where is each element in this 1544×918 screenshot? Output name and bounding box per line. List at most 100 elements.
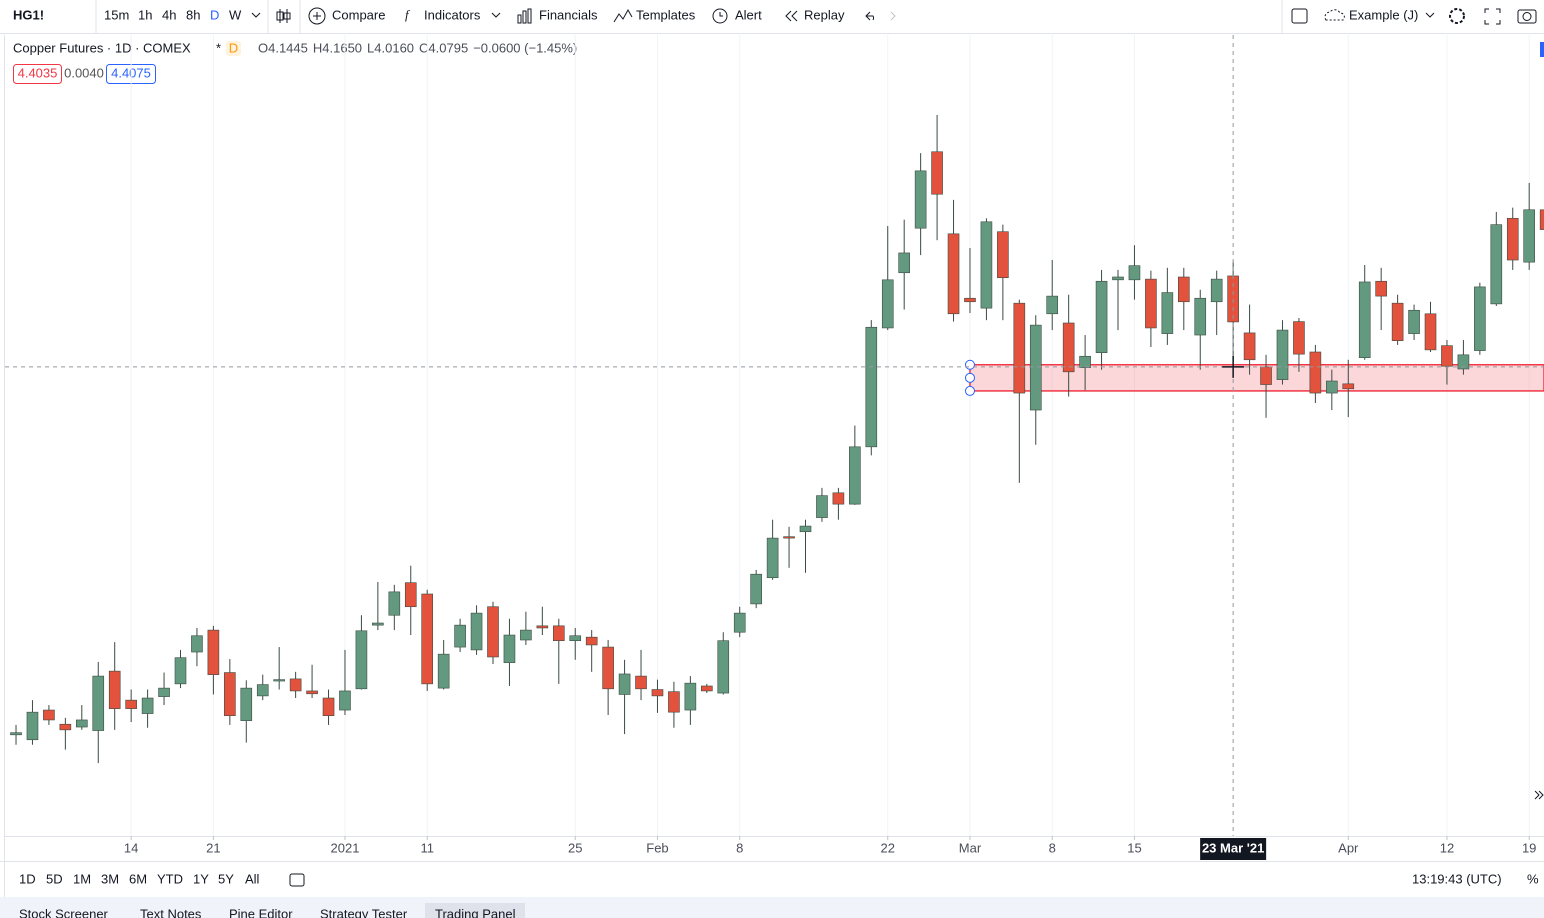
interval[interactable]: W [229, 7, 242, 22]
x-tick-label: 8 [1049, 840, 1056, 855]
candle-body [1243, 332, 1256, 361]
interval[interactable]: 8h [186, 7, 200, 22]
candle-body [783, 536, 795, 539]
candle-body [1391, 302, 1404, 341]
toolbar-button[interactable]: Financials [539, 7, 598, 22]
x-tick-label: 25 [568, 840, 582, 855]
bottom-tab[interactable]: Stock Screener [19, 906, 109, 918]
candle-body [898, 252, 910, 274]
candle-body [1161, 292, 1174, 334]
candle-body [1029, 324, 1042, 411]
toolbar-button[interactable]: Templates [636, 7, 696, 22]
alert-icon[interactable] [712, 8, 728, 24]
dropdown-icon[interactable] [1425, 12, 1435, 18]
x-tick-label: 21 [206, 840, 220, 855]
range-button[interactable]: 6M [129, 871, 147, 886]
price-zone[interactable] [969, 363, 1544, 392]
cloud-icon[interactable] [1324, 9, 1345, 21]
candle-body [1490, 224, 1503, 305]
zone-handle[interactable] [964, 359, 975, 370]
fullscreen-icon[interactable] [1484, 8, 1501, 25]
range-button[interactable]: All [245, 871, 260, 886]
candle-body [799, 525, 812, 533]
candle-body [1326, 380, 1338, 394]
toolbar-button[interactable]: Indicators [424, 7, 481, 22]
range-button[interactable]: 1Y [193, 871, 209, 886]
x-tick-label: 22 [881, 840, 895, 855]
candle-body [750, 573, 762, 605]
scroll-button[interactable] [1534, 790, 1544, 800]
candle-body [1013, 302, 1026, 394]
interval[interactable]: 1h [138, 7, 152, 22]
crosshair: 23 Mar '21 [5, 35, 1544, 860]
candle-body [849, 446, 861, 505]
ohlc-value: H4.1650 [313, 40, 362, 55]
indicators-icon[interactable]: f [405, 7, 411, 22]
toolbar-button[interactable]: Replay [804, 7, 845, 22]
candle-body [914, 170, 927, 229]
range-button[interactable]: 1D [19, 871, 36, 886]
range-button[interactable]: 3M [101, 871, 119, 886]
sell-price[interactable]: 4.4035 [18, 65, 58, 80]
badge-bg [226, 41, 241, 56]
spread: 0.0040 [64, 65, 104, 80]
candle-body [536, 625, 549, 629]
bottom-tab[interactable]: Strategy Tester [320, 906, 408, 918]
interval[interactable]: 4h [162, 7, 176, 22]
candle-body [585, 636, 598, 646]
candle-body [1062, 322, 1075, 373]
x-tick-label: Apr [1338, 840, 1359, 855]
candle-body [766, 537, 779, 579]
toolbar-button[interactable]: Alert [735, 7, 762, 22]
interval[interactable]: 15m [104, 7, 129, 22]
layout-name[interactable]: Example (J) [1349, 7, 1418, 22]
crosshair-label-bg [1200, 838, 1267, 860]
candle-body [980, 221, 993, 309]
compare-icon[interactable] [308, 7, 326, 25]
interval[interactable]: D [210, 7, 219, 22]
candle-body [470, 612, 483, 651]
checkbox-icon[interactable] [1291, 8, 1308, 24]
range-button[interactable]: YTD [157, 871, 183, 886]
settings-icon[interactable] [1449, 8, 1465, 24]
zone-handle[interactable] [964, 372, 975, 383]
templates-icon[interactable] [613, 8, 633, 23]
replay-icon[interactable] [785, 10, 798, 22]
dropdown-icon[interactable] [251, 12, 261, 18]
candle-body [421, 593, 434, 685]
scale-marker [1540, 42, 1544, 57]
candle-body [651, 689, 664, 697]
candle-body [108, 670, 121, 709]
chart-style-icon[interactable] [276, 9, 291, 23]
range-button[interactable]: 1M [73, 871, 91, 886]
bottom-tab[interactable]: Trading Panel [435, 906, 516, 918]
symbol[interactable]: HG1! [13, 7, 44, 22]
candle-body [1309, 351, 1322, 394]
candle-body [1441, 345, 1453, 367]
candle-body [339, 690, 351, 711]
undo-icon[interactable] [865, 11, 875, 21]
percent-toggle[interactable]: % [1527, 871, 1539, 886]
bottom-tab[interactable]: Text Notes [140, 906, 202, 918]
range-button[interactable]: 5Y [218, 871, 234, 886]
dropdown-icon[interactable] [491, 12, 501, 18]
candle-body [289, 678, 302, 692]
screenshot-icon[interactable] [1517, 9, 1537, 24]
candle-body [125, 699, 137, 709]
x-tick-label: 2021 [331, 840, 360, 855]
candle-body [1539, 209, 1544, 230]
toolbar-button[interactable]: Compare [332, 7, 385, 22]
range-button[interactable]: 5D [46, 871, 63, 886]
candles [10, 114, 1544, 764]
candle-body [158, 687, 170, 697]
zone-handle[interactable] [964, 385, 975, 396]
candle-body [602, 646, 614, 690]
bottom-tab[interactable]: Pine Editor [229, 906, 293, 918]
candle-body [1260, 366, 1272, 385]
financials-icon[interactable] [517, 8, 532, 24]
candle-body [10, 732, 22, 736]
goto-date-icon[interactable] [289, 873, 305, 887]
redo-icon[interactable] [890, 11, 896, 21]
candle-body [404, 582, 417, 608]
